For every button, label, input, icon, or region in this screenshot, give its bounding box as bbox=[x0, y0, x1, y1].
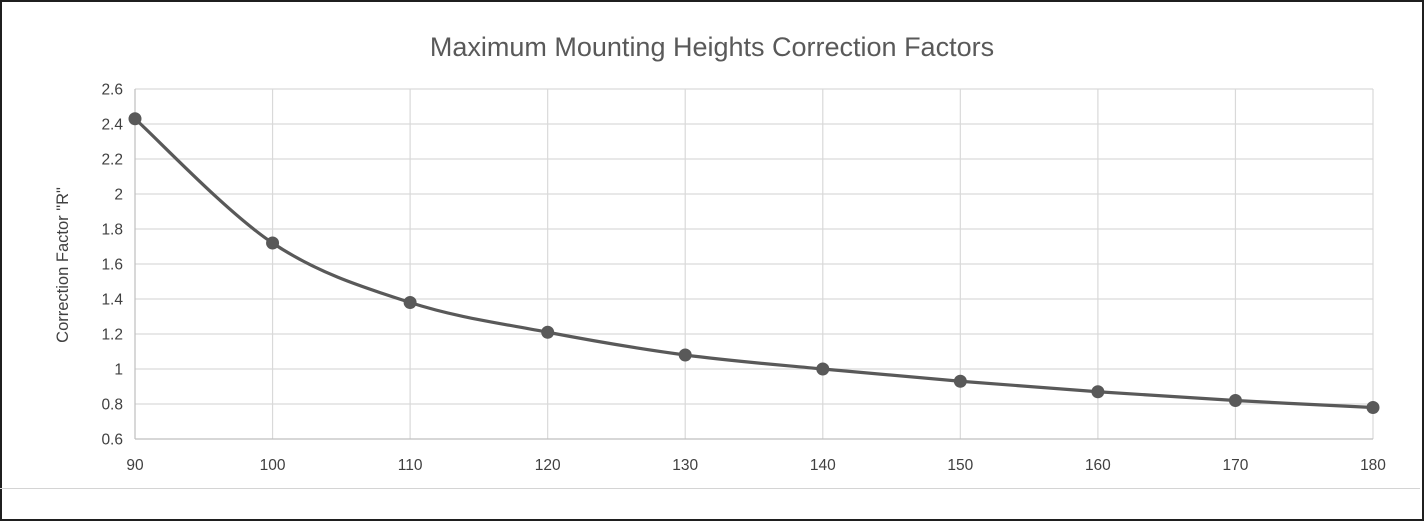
y-tick-label: 1 bbox=[114, 362, 123, 379]
x-tick-label: 150 bbox=[947, 457, 973, 474]
data-point bbox=[678, 348, 692, 362]
x-tick-label: 170 bbox=[1223, 457, 1249, 474]
y-tick-label: 2 bbox=[114, 187, 123, 204]
x-tick-label: 90 bbox=[126, 457, 144, 474]
data-point bbox=[1091, 385, 1105, 399]
data-point bbox=[128, 112, 142, 126]
series-layer bbox=[128, 112, 1380, 414]
x-tick-labels: 90 100 110 120 130 140 150 160 170 180 bbox=[126, 457, 1386, 474]
y-tick-labels: 0.6 0.8 1 1.2 1.4 1.6 1.8 2 2.2 2.4 2.6 bbox=[101, 82, 123, 449]
y-tick-label: 0.8 bbox=[101, 397, 123, 414]
y-tick-label: 1.6 bbox=[101, 257, 123, 274]
axes bbox=[134, 89, 1373, 440]
y-tick-label: 2.4 bbox=[101, 117, 123, 134]
x-tick-label: 100 bbox=[260, 457, 286, 474]
x-tick-label: 180 bbox=[1360, 457, 1386, 474]
y-axis-title: Correction Factor "R" bbox=[54, 187, 72, 343]
chart-title: Maximum Mounting Heights Correction Fact… bbox=[430, 32, 994, 62]
y-tick-label: 2.6 bbox=[101, 82, 123, 99]
x-tick-label: 160 bbox=[1085, 457, 1111, 474]
x-tick-label: 130 bbox=[672, 457, 698, 474]
grid bbox=[135, 88, 1374, 439]
y-tick-label: 2.2 bbox=[101, 152, 123, 169]
x-tick-label: 140 bbox=[810, 457, 836, 474]
data-point bbox=[266, 236, 280, 250]
y-tick-label: 1.2 bbox=[101, 327, 123, 344]
data-point bbox=[816, 362, 830, 376]
y-tick-label: 1.4 bbox=[101, 292, 123, 309]
data-point bbox=[403, 296, 417, 309]
x-tick-label: 120 bbox=[535, 457, 561, 474]
chart-footer-divider bbox=[0, 488, 1420, 489]
data-point bbox=[541, 325, 555, 339]
y-tick-label: 1.8 bbox=[101, 222, 123, 239]
data-point bbox=[953, 374, 967, 388]
series-line bbox=[133, 117, 1375, 410]
x-tick-label: 110 bbox=[398, 457, 423, 474]
data-point bbox=[1228, 394, 1242, 407]
data-point bbox=[1366, 401, 1380, 414]
y-tick-label: 0.6 bbox=[101, 432, 123, 449]
